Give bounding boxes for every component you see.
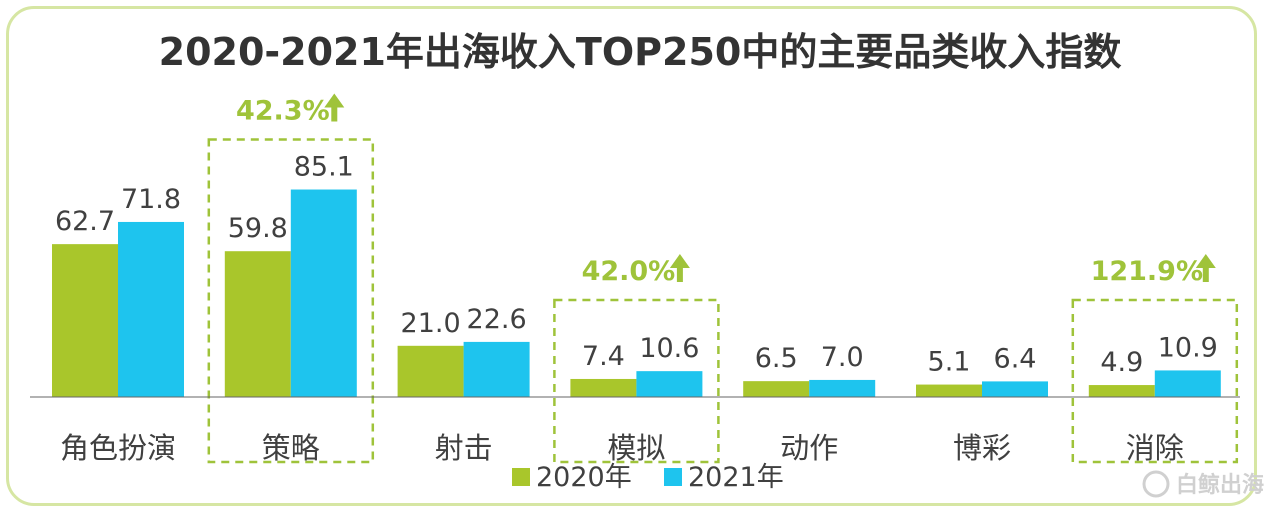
value-label-2020-6: 4.9 xyxy=(1100,347,1143,378)
value-label-2021-1: 85.1 xyxy=(294,152,354,183)
value-label-2020-5: 5.1 xyxy=(928,347,971,378)
watermark-text: 白鲸出海 xyxy=(1176,472,1264,498)
legend-2021-label: 2021年 xyxy=(688,462,784,493)
up-arrow-icon xyxy=(669,254,690,282)
value-label-2020-0: 62.7 xyxy=(55,206,115,237)
chart-frame xyxy=(6,6,1257,506)
bar-2020-2 xyxy=(397,345,464,397)
bar-2020-4 xyxy=(743,381,810,397)
highlight-box-6 xyxy=(1071,298,1239,464)
labels: 62.771.8 角色扮演 59.885.1 策略 21.0 22.6 射击 7.4 10.6 模… xyxy=(55,152,1218,465)
category-label-4: 动作 xyxy=(780,431,838,465)
legend-2020-label: 2020年 xyxy=(536,462,632,493)
highlight-box-3 xyxy=(553,298,720,464)
up-arrow-icon xyxy=(1195,254,1216,282)
bar-2021-5 xyxy=(982,381,1048,397)
value-label-2021-2: 22.6 xyxy=(467,304,527,335)
value-label-2021-3: 10.6 xyxy=(639,333,699,364)
bar-2020-5 xyxy=(916,384,982,397)
category-label-2: 射击 xyxy=(435,431,493,465)
bar-2021-4 xyxy=(809,379,876,397)
category-label-5: 博彩 xyxy=(953,431,1011,465)
growth-label-6: 121.9% xyxy=(1091,256,1203,287)
watermark-logo-icon xyxy=(1142,470,1170,498)
growth-label-1: 42.3% xyxy=(236,96,330,127)
bar-2021-2 xyxy=(463,341,530,397)
bars xyxy=(52,189,1221,397)
legend-2021-swatch xyxy=(664,468,682,486)
bar-2021-3 xyxy=(636,371,703,397)
bar-2021-0 xyxy=(118,221,184,397)
growth-label-3: 42.0% xyxy=(582,256,676,287)
up-arrow-icon xyxy=(324,93,345,122)
highlight-boxes: 42.3% 42.0% 121.9% xyxy=(207,93,1239,464)
bar-2020-0 xyxy=(52,244,118,397)
bar-2020-1 xyxy=(224,251,291,397)
value-label-2020-4: 6.5 xyxy=(755,343,798,374)
highlight-box-1 xyxy=(207,138,375,464)
category-label-0: 角色扮演 xyxy=(60,431,176,465)
value-label-2021-5: 6.4 xyxy=(994,343,1037,374)
category-label-6: 消除 xyxy=(1126,431,1184,465)
value-label-2021-4: 7.0 xyxy=(821,342,864,373)
legend: 2020年 2021年 xyxy=(512,462,784,493)
value-label-2020-1: 59.8 xyxy=(228,213,288,244)
legend-2020-swatch xyxy=(512,468,530,486)
value-label-2021-6: 10.9 xyxy=(1158,332,1218,363)
bar-2020-6 xyxy=(1088,385,1155,397)
value-label-2020-3: 7.4 xyxy=(582,341,625,372)
category-label-1: 策略 xyxy=(262,431,320,465)
bar-2020-3 xyxy=(570,378,637,397)
value-label-2021-0: 71.8 xyxy=(121,184,181,215)
chart-title: 2020-2021年出海收入TOP250中的主要品类收入指数 xyxy=(159,30,1122,74)
value-label-2020-2: 21.0 xyxy=(401,308,461,339)
bar-2021-6 xyxy=(1154,370,1221,397)
bar-2021-1 xyxy=(290,189,357,397)
watermark: 白鲸出海 xyxy=(1142,470,1264,498)
category-label-3: 模拟 xyxy=(607,431,665,465)
